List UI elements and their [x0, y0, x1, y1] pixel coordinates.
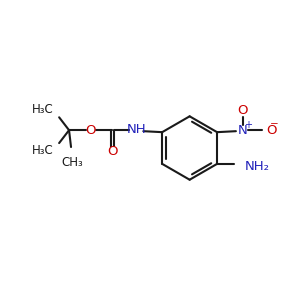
Text: NH₂: NH₂	[245, 160, 270, 173]
Text: O: O	[238, 104, 248, 117]
Text: H₃C: H₃C	[32, 103, 53, 116]
Text: CH₃: CH₃	[61, 156, 83, 169]
Text: N: N	[238, 124, 248, 137]
Text: O: O	[107, 146, 118, 158]
Text: H₃C: H₃C	[32, 145, 53, 158]
Text: −: −	[270, 119, 279, 129]
Text: O: O	[267, 124, 277, 137]
Text: +: +	[244, 120, 252, 130]
Text: O: O	[85, 124, 96, 137]
Text: NH: NH	[127, 123, 146, 136]
